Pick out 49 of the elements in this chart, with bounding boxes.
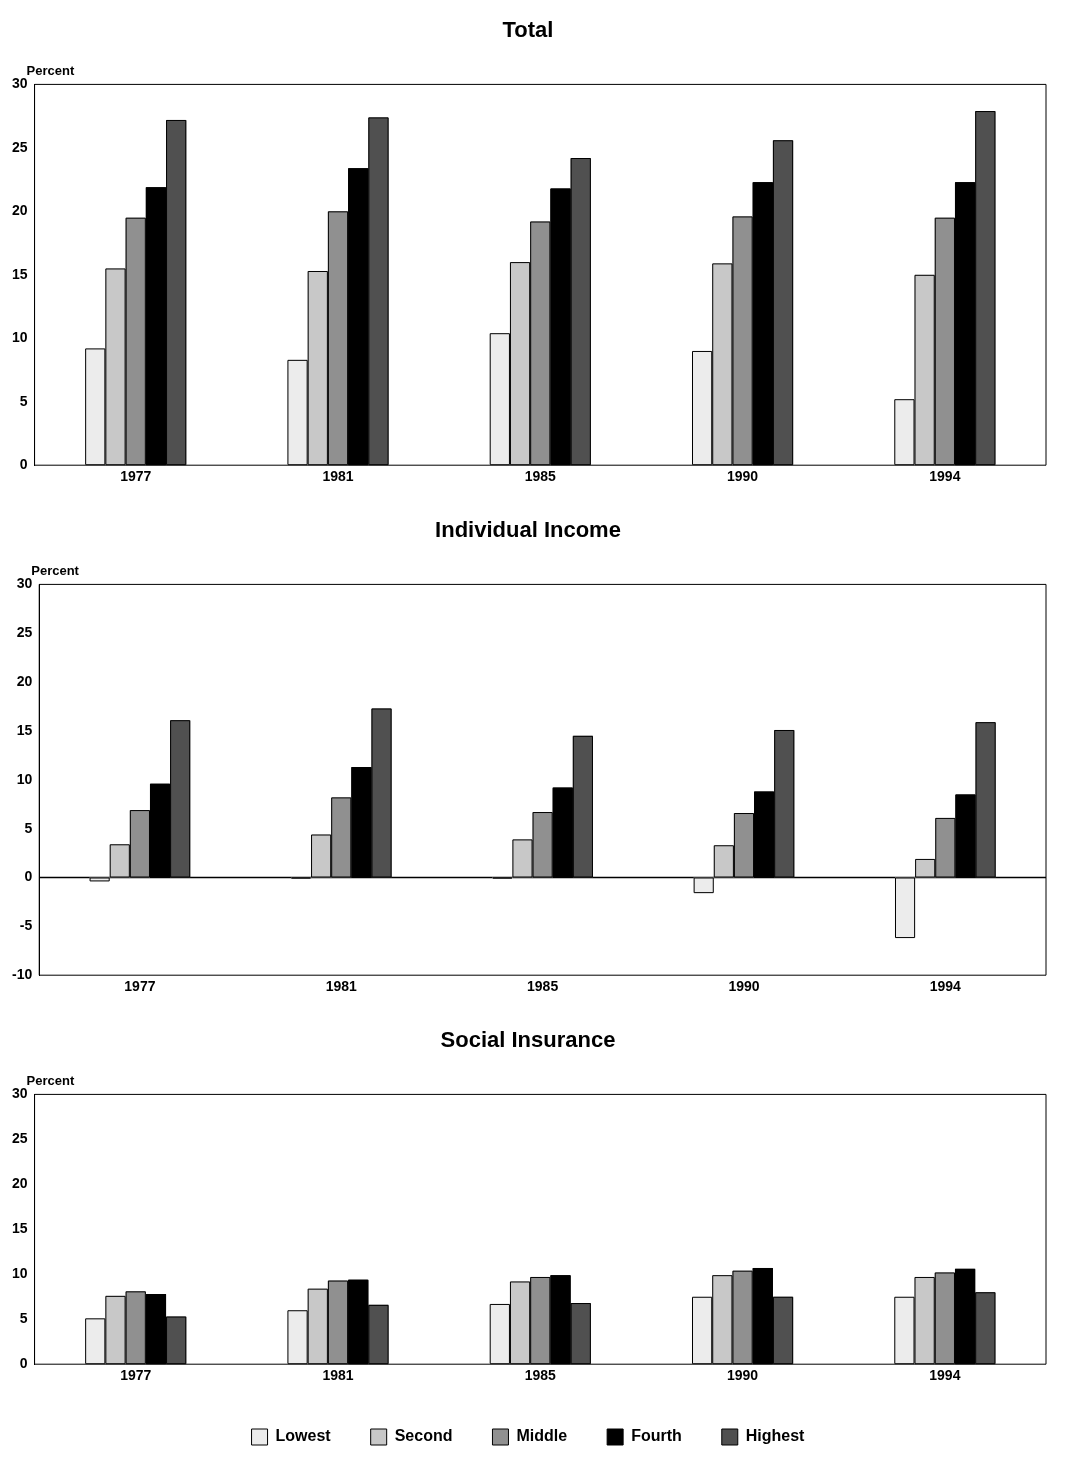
x-tick-label: 1981 <box>322 1367 354 1384</box>
y-tick-label: 0 <box>24 868 33 885</box>
y-tick-label: 30 <box>11 75 28 92</box>
x-tick-label: 1990 <box>726 1367 759 1384</box>
y-tick-label: 25 <box>11 1130 28 1147</box>
y-tick-label: -5 <box>19 917 33 934</box>
legend-label: Lowest <box>275 1427 332 1445</box>
y-tick-label: 20 <box>11 202 28 219</box>
y-tick-label: 30 <box>11 1085 28 1102</box>
chart-title: Individual Income <box>435 517 621 543</box>
y-tick-label: 20 <box>16 672 33 689</box>
x-tick-label: 1981 <box>325 978 358 995</box>
legend-label: Highest <box>745 1427 806 1445</box>
y-axis-title: Percent <box>26 63 75 79</box>
legend-label: Fourth <box>631 1427 682 1445</box>
x-tick-label: 1990 <box>728 978 760 995</box>
x-tick-label: 1994 <box>929 468 961 485</box>
y-tick-label: 30 <box>16 575 33 592</box>
y-tick-label: 10 <box>11 329 28 346</box>
y-tick-label: 25 <box>16 624 33 641</box>
y-tick-label: 5 <box>24 819 33 836</box>
chart-title: Total <box>502 17 554 43</box>
y-tick-label: 5 <box>19 1310 28 1327</box>
y-tick-label: 15 <box>11 265 28 282</box>
x-tick-label: 1977 <box>124 978 156 995</box>
x-tick-label: 1994 <box>929 978 962 995</box>
legend-label: Middle <box>516 1427 568 1445</box>
x-tick-label: 1977 <box>120 468 152 485</box>
x-tick-label: 1994 <box>929 1367 961 1384</box>
x-tick-label: 1985 <box>527 978 559 995</box>
y-tick-label: 15 <box>16 721 33 738</box>
y-tick-label: 15 <box>11 1220 28 1237</box>
x-tick-label: 1977 <box>120 1367 152 1384</box>
y-tick-label: -10 <box>12 966 33 983</box>
y-axis-title: Percent <box>26 1073 75 1089</box>
legend-label: Second <box>394 1427 453 1445</box>
y-tick-label: 10 <box>16 770 33 787</box>
x-tick-label: 1985 <box>524 1367 557 1384</box>
y-tick-label: 0 <box>19 456 28 473</box>
x-tick-label: 1985 <box>524 468 557 485</box>
chart-title: Social Insurance <box>440 1027 616 1053</box>
x-tick-label: 1981 <box>322 468 354 485</box>
y-tick-label: 10 <box>11 1265 28 1282</box>
y-tick-label: 5 <box>19 392 28 409</box>
y-tick-label: 25 <box>11 138 28 155</box>
x-tick-label: 1990 <box>726 468 759 485</box>
y-tick-label: 0 <box>19 1355 28 1372</box>
y-tick-label: 20 <box>11 1175 28 1192</box>
y-axis-title: Percent <box>31 563 80 579</box>
